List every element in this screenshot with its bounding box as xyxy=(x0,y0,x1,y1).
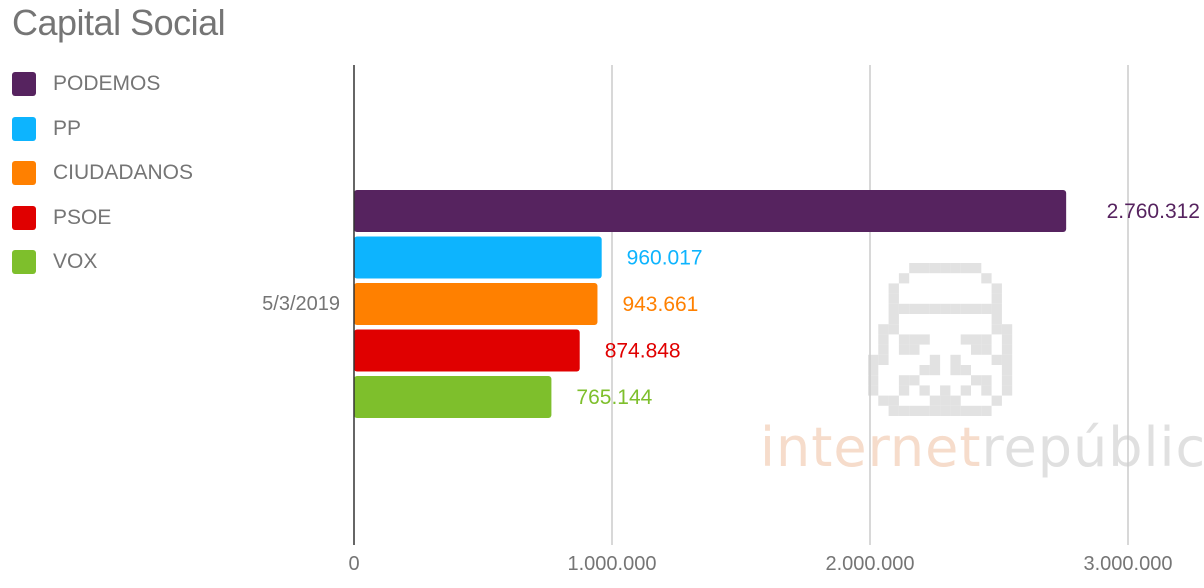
legend-swatch xyxy=(12,250,36,275)
bar-pp xyxy=(354,236,602,279)
legend-label: PSOE xyxy=(53,205,112,229)
legend-swatch xyxy=(12,72,36,97)
data-label: 765.144 xyxy=(576,386,652,409)
legend-swatch xyxy=(12,161,36,186)
bar-podemos xyxy=(354,190,1067,232)
legend-item-pp: PP xyxy=(12,107,193,152)
data-label: 874.848 xyxy=(605,340,681,363)
legend-label: PP xyxy=(53,116,82,140)
chart-title: Capital Social xyxy=(12,2,226,43)
legend-item-ciudadanos: CIUDADANOS xyxy=(12,151,193,196)
data-label: 960.017 xyxy=(627,247,703,270)
legend-swatch xyxy=(12,205,36,230)
x-tick-label: 2.000.000 xyxy=(826,553,915,575)
watermark-helmet-icon xyxy=(868,263,1013,416)
legend-swatch xyxy=(12,116,36,141)
legend-label: PODEMOS xyxy=(53,72,161,96)
data-label: 943.661 xyxy=(622,293,698,316)
category-label: 5/3/2019 xyxy=(262,293,340,315)
bar-ciudadanos xyxy=(354,283,598,325)
legend-label: CIUDADANOS xyxy=(53,161,194,185)
legend-label: VOX xyxy=(53,250,98,274)
legend: PODEMOS PP CIUDADANOS PSOE VOX xyxy=(12,62,193,285)
data-label: 2.760.312 xyxy=(1107,200,1200,223)
watermark-logo: internetrepública xyxy=(760,416,1204,479)
x-tick-label: 3.000.000 xyxy=(1084,553,1173,575)
x-tick-label: 0 xyxy=(348,553,359,575)
bar-psoe xyxy=(354,329,580,372)
x-tick-label: 1.000.000 xyxy=(568,553,657,575)
legend-item-vox: VOX xyxy=(12,240,193,285)
legend-item-podemos: PODEMOS xyxy=(12,62,193,107)
bar-vox xyxy=(354,376,552,418)
legend-item-psoe: PSOE xyxy=(12,196,193,241)
